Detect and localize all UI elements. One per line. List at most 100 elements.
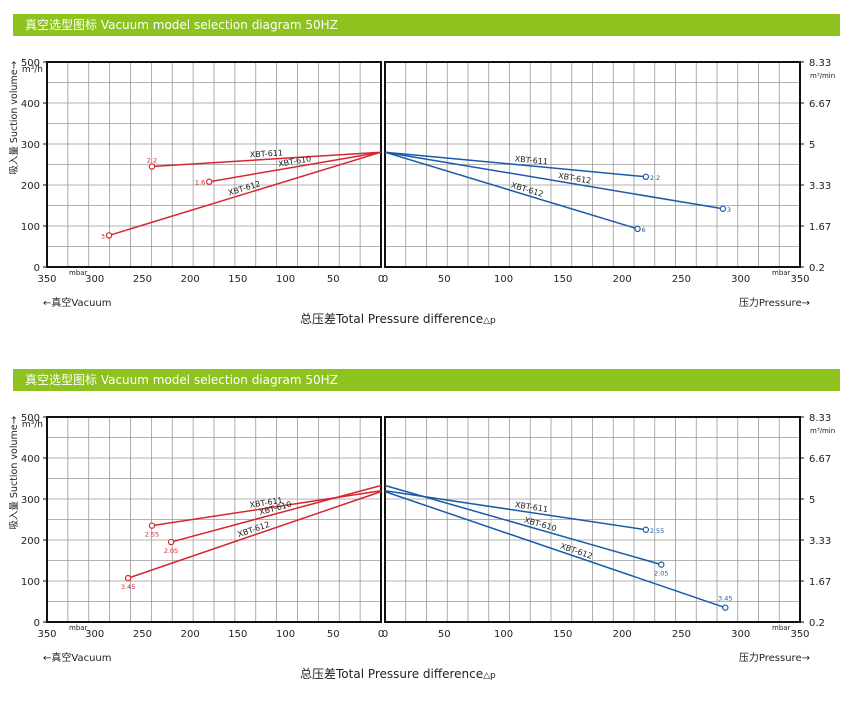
x-tick-label-pressure: 350	[790, 629, 809, 640]
vacuum-series-end-point	[167, 538, 175, 546]
vacuum-series-end-label: 2.2	[147, 157, 157, 165]
y-tick-label-left: 200	[21, 181, 40, 192]
y-tick-label-left: 300	[21, 140, 40, 151]
plot-frame-pressure	[384, 416, 801, 623]
pressure-series-end-label: 2.2	[650, 174, 660, 182]
vacuum-direction-label: ←真空Vacuum	[43, 651, 112, 664]
pressure-direction-label: 压力Pressure→	[739, 296, 810, 309]
pressure-series-line	[384, 151, 724, 210]
y-unit-left: m³/h	[22, 65, 43, 75]
y-tick-label-left: 500	[21, 58, 40, 69]
y-tick-label-left: 200	[21, 536, 40, 547]
x-tick-label-pressure: 50	[438, 629, 451, 640]
vacuum-series-end-point	[124, 574, 132, 582]
vacuum-selection-chart-bottom: 0 100 200 300 400 500 0.2 1.67 3.33 5 6.67 8.33 350 3…	[9, 413, 835, 681]
x-tick-label-pressure: 200	[613, 274, 632, 285]
x-tick-label-pressure: 100	[494, 629, 513, 640]
y-tick-label-left: 400	[21, 99, 40, 110]
pressure-series-end-label: 2.05	[654, 570, 668, 578]
vacuum-series-end-label: 3	[101, 232, 105, 240]
vacuum-series-line	[151, 151, 382, 168]
x-tick-label-vacuum: 250	[133, 629, 152, 640]
x-tick-label-pressure: 50	[438, 274, 451, 285]
y-tick-label-left: 500	[21, 413, 40, 424]
y-axis-title: 吸入量 Suction volume	[9, 424, 20, 529]
x-tick-label-pressure: 250	[672, 274, 691, 285]
pressure-series-end-label: 3.45	[718, 595, 732, 603]
x-tick-label-vacuum: 200	[181, 274, 200, 285]
pressure-series-line	[384, 490, 726, 609]
x-tick-label-vacuum: 150	[228, 629, 247, 640]
x-tick-label-vacuum: 100	[276, 629, 295, 640]
vacuum-series-end-label: 3.45	[121, 583, 135, 591]
y-axis-arrow: →	[9, 61, 20, 69]
x-tick-label-pressure: 0	[382, 629, 388, 640]
x-tick-label-vacuum: 300	[85, 629, 104, 640]
x-tick-label-vacuum: 50	[327, 274, 340, 285]
y-tick-label-right: 3.33	[809, 536, 831, 547]
y-tick-label-right: 8.33	[809, 413, 831, 424]
y-tick-label-right: 1.67	[809, 222, 831, 233]
x-tick-label-vacuum: 50	[327, 629, 340, 640]
vacuum-series-line	[170, 484, 382, 543]
x-tick-label-vacuum: 250	[133, 274, 152, 285]
vacuum-series-end-point	[206, 178, 213, 185]
y-unit-right: m³/min	[810, 427, 835, 435]
vacuum-direction-label: ←真空Vacuum	[43, 296, 112, 309]
y-tick-label-left: 100	[21, 577, 40, 588]
pressure-series-end-point	[634, 225, 641, 233]
vacuum-series-end-point	[148, 163, 156, 170]
chart-panel-bottom: 真空选型图标 Vacuum model selection diagram 50…	[0, 355, 850, 702]
x-tick-label-pressure: 300	[731, 629, 750, 640]
chart-title: 真空选型图标 Vacuum model selection diagram 50…	[25, 18, 338, 32]
x-axis-title: 总压差Total Pressure difference△p	[300, 312, 496, 326]
y-axis-title: 吸入量 Suction volume	[9, 69, 20, 174]
y-tick-label-right: 6.67	[809, 454, 831, 465]
x-tick-label-vacuum: 350	[37, 629, 56, 640]
vacuum-series-name: XBT-612	[227, 179, 261, 197]
pressure-series-line	[384, 151, 646, 178]
x-tick-label-vacuum: 150	[228, 274, 247, 285]
x-unit-right: mbar	[772, 624, 791, 632]
y-tick-label-right: 6.67	[809, 99, 831, 110]
x-tick-label-pressure: 150	[553, 274, 572, 285]
pressure-series-end-point	[722, 604, 729, 611]
pressure-series-end-point	[642, 526, 650, 533]
chart-title-banner: 真空选型图标 Vacuum model selection diagram 50…	[13, 369, 840, 391]
x-tick-label-pressure: 100	[494, 274, 513, 285]
pressure-series-name: XBT-611	[514, 154, 548, 166]
pressure-series-name: XBT-612	[510, 181, 544, 199]
y-tick-label-right: 8.33	[809, 58, 831, 69]
pressure-direction-label: 压力Pressure→	[739, 651, 810, 664]
vacuum-series-line	[209, 151, 382, 183]
y-tick-label-left: 100	[21, 222, 40, 233]
x-unit-left: mbar	[69, 624, 88, 632]
x-tick-label-vacuum: 300	[85, 274, 104, 285]
vacuum-series-name: XBT-611	[249, 148, 283, 159]
x-tick-label-pressure: 0	[382, 274, 388, 285]
x-unit-right: mbar	[772, 269, 791, 277]
chart-title-banner: 真空选型图标 Vacuum model selection diagram 50…	[13, 14, 840, 36]
vacuum-series-line	[127, 490, 382, 579]
vacuum-series-line	[108, 151, 382, 237]
plot-frame-pressure	[384, 61, 801, 268]
pressure-series-end-label: 6	[642, 226, 646, 234]
y-tick-label-left: 400	[21, 454, 40, 465]
pressure-series-end-point	[642, 173, 650, 180]
y-tick-label-right: 5	[809, 495, 815, 506]
vacuum-series-end-point	[105, 232, 113, 239]
vacuum-series-end-label: 2.55	[145, 531, 159, 539]
y-tick-label-right: 1.67	[809, 577, 831, 588]
x-tick-label-pressure: 150	[553, 629, 572, 640]
chart-title: 真空选型图标 Vacuum model selection diagram 50…	[25, 373, 338, 387]
y-tick-label-right: 3.33	[809, 181, 831, 192]
y-unit-left: m³/h	[22, 420, 43, 430]
pressure-series-line	[384, 151, 638, 230]
y-tick-label-right: 0.2	[809, 618, 825, 629]
x-unit-left: mbar	[69, 269, 88, 277]
y-unit-right: m³/min	[810, 72, 835, 80]
vacuum-series-line	[151, 490, 382, 527]
vacuum-series-end-label: 1.6	[195, 179, 205, 187]
pressure-series-end-label: 2.55	[650, 527, 664, 535]
y-tick-label-left: 300	[21, 495, 40, 506]
